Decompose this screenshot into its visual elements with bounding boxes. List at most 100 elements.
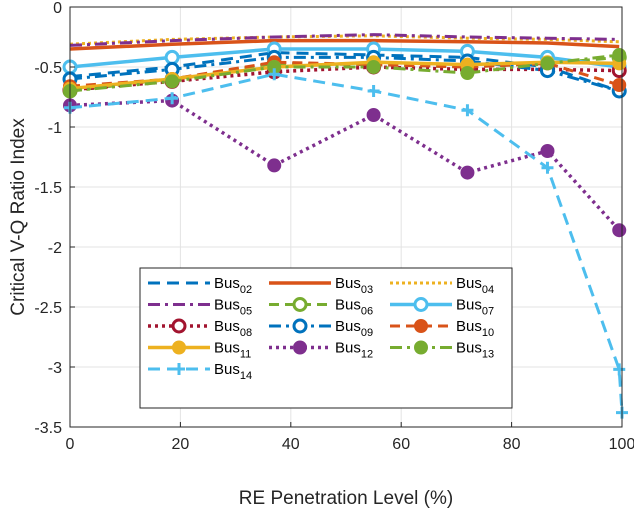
legend-entry-bus12: Bus12 bbox=[269, 340, 373, 361]
data-point-bus14 bbox=[613, 363, 626, 376]
y-tick-label: 0 bbox=[53, 0, 62, 17]
data-point-bus12 bbox=[366, 108, 381, 122]
legend-entry-bus09: Bus09 bbox=[269, 318, 373, 339]
legend-label-bus10: Bus10 bbox=[456, 318, 494, 339]
legend-entry-bus05: Bus05 bbox=[148, 297, 252, 318]
y-tick-label: -2.5 bbox=[34, 300, 62, 317]
legend-entry-bus11: Bus11 bbox=[148, 340, 251, 361]
legend-entry-bus13: Bus13 bbox=[390, 340, 494, 361]
legend-label-subscript: 08 bbox=[240, 327, 252, 339]
legend-label-subscript: 12 bbox=[361, 349, 373, 361]
legend-marker-bus13 bbox=[414, 340, 428, 355]
y-tick-label: -1 bbox=[48, 120, 62, 137]
legend-label-subscript: 02 bbox=[240, 284, 252, 296]
legend-label-bus07: Bus07 bbox=[456, 297, 494, 318]
legend-entry-bus10: Bus10 bbox=[390, 318, 494, 339]
legend-label-bus09: Bus09 bbox=[335, 318, 373, 339]
legend-label-subscript: 10 bbox=[482, 327, 494, 339]
legend-label-bus13: Bus13 bbox=[456, 340, 494, 361]
x-tick-label: 20 bbox=[172, 436, 190, 453]
data-point-bus14 bbox=[541, 161, 554, 174]
legend-entry-bus02: Bus02 bbox=[148, 275, 252, 296]
legend-label-name: Bus bbox=[335, 318, 361, 335]
legend-label-bus08: Bus08 bbox=[214, 318, 252, 339]
legend-label-bus03: Bus03 bbox=[335, 275, 373, 296]
legend-label-name: Bus bbox=[335, 297, 361, 314]
legend-label-subscript: 14 bbox=[240, 370, 252, 382]
legend-marker-bus11 bbox=[172, 340, 186, 355]
series-bus13 bbox=[63, 48, 627, 98]
data-point-bus07 bbox=[164, 49, 180, 65]
data-point-bus14 bbox=[268, 68, 281, 81]
data-point-bus13 bbox=[366, 60, 381, 74]
legend-label-subscript: 11 bbox=[240, 349, 251, 361]
legend-marker-bus06 bbox=[292, 297, 308, 312]
series-bus05 bbox=[69, 33, 620, 47]
data-point-bus12 bbox=[612, 223, 627, 238]
legend-label-name: Bus bbox=[456, 297, 482, 314]
legend-label-bus06: Bus06 bbox=[335, 297, 373, 318]
series-group bbox=[62, 33, 628, 419]
legend-label-bus02: Bus02 bbox=[214, 275, 252, 296]
series-line-bus03 bbox=[69, 38, 620, 51]
legend-label-bus14: Bus14 bbox=[214, 361, 252, 382]
legend-label-name: Bus bbox=[214, 318, 240, 335]
legend-entry-bus04: Bus04 bbox=[390, 275, 494, 296]
x-tick-label: 100 bbox=[609, 436, 634, 453]
data-point-bus14 bbox=[367, 85, 380, 97]
plot-frame bbox=[69, 6, 623, 428]
series-line-bus14 bbox=[69, 72, 624, 413]
y-tick-label: -2 bbox=[48, 240, 62, 257]
y-tick-label: -3.5 bbox=[34, 420, 62, 437]
legend-label-name: Bus bbox=[214, 340, 240, 357]
legend-label-subscript: 07 bbox=[482, 306, 494, 318]
legend-label-subscript: 13 bbox=[482, 349, 494, 361]
legend-label-subscript: 04 bbox=[482, 284, 494, 296]
legend-entry-bus06: Bus06 bbox=[269, 297, 373, 318]
x-tick-label: 80 bbox=[503, 436, 521, 453]
legend-label-name: Bus bbox=[456, 275, 482, 292]
data-point-bus13 bbox=[460, 66, 475, 80]
data-point-bus12 bbox=[540, 144, 555, 158]
legend-marker-bus14 bbox=[173, 363, 185, 375]
legend-label-name: Bus bbox=[335, 275, 361, 292]
data-point-bus13 bbox=[612, 48, 627, 62]
series-line-bus05 bbox=[69, 33, 620, 47]
legend-marker-bus09 bbox=[292, 318, 308, 334]
y-axis-label: Critical V-Q Ratio Index bbox=[8, 118, 29, 316]
legend-label-name: Bus bbox=[456, 340, 482, 357]
x-axis-label: RE Penetration Level (%) bbox=[239, 488, 453, 509]
legend-label-name: Bus bbox=[214, 361, 240, 378]
data-point-bus14 bbox=[461, 104, 474, 117]
legend-label-bus11: Bus11 bbox=[214, 340, 251, 361]
data-point-bus13 bbox=[165, 74, 180, 89]
data-point-bus12 bbox=[460, 165, 475, 180]
legend-label-name: Bus bbox=[214, 297, 240, 314]
legend-entry-bus03: Bus03 bbox=[269, 275, 373, 296]
data-point-bus12 bbox=[267, 158, 282, 173]
legend-label-subscript: 09 bbox=[361, 327, 373, 339]
legend-entry-bus14: Bus14 bbox=[148, 361, 252, 382]
legend-label-name: Bus bbox=[214, 275, 240, 292]
y-tick-label: -0.5 bbox=[34, 60, 62, 77]
legend-marker-bus10 bbox=[414, 319, 428, 333]
series-bus03 bbox=[69, 38, 620, 51]
data-point-bus13 bbox=[540, 56, 555, 71]
legend-label-bus04: Bus04 bbox=[456, 275, 494, 296]
x-tick-label: 0 bbox=[66, 436, 75, 453]
legend-entry-bus07: Bus07 bbox=[390, 297, 494, 318]
data-point-bus10 bbox=[612, 78, 627, 92]
legend-entry-bus08: Bus08 bbox=[148, 318, 252, 339]
legend-box bbox=[139, 267, 513, 409]
legend-label-bus05: Bus05 bbox=[214, 297, 252, 318]
x-tick-label: 60 bbox=[392, 436, 410, 453]
legend-label-subscript: 06 bbox=[361, 306, 373, 318]
legend-marker-bus07 bbox=[413, 297, 429, 312]
legend-label-subscript: 05 bbox=[240, 306, 252, 318]
y-tick-label: -1.5 bbox=[34, 180, 62, 197]
legend-marker-bus08 bbox=[171, 318, 187, 334]
legend-label-bus12: Bus12 bbox=[335, 340, 373, 361]
